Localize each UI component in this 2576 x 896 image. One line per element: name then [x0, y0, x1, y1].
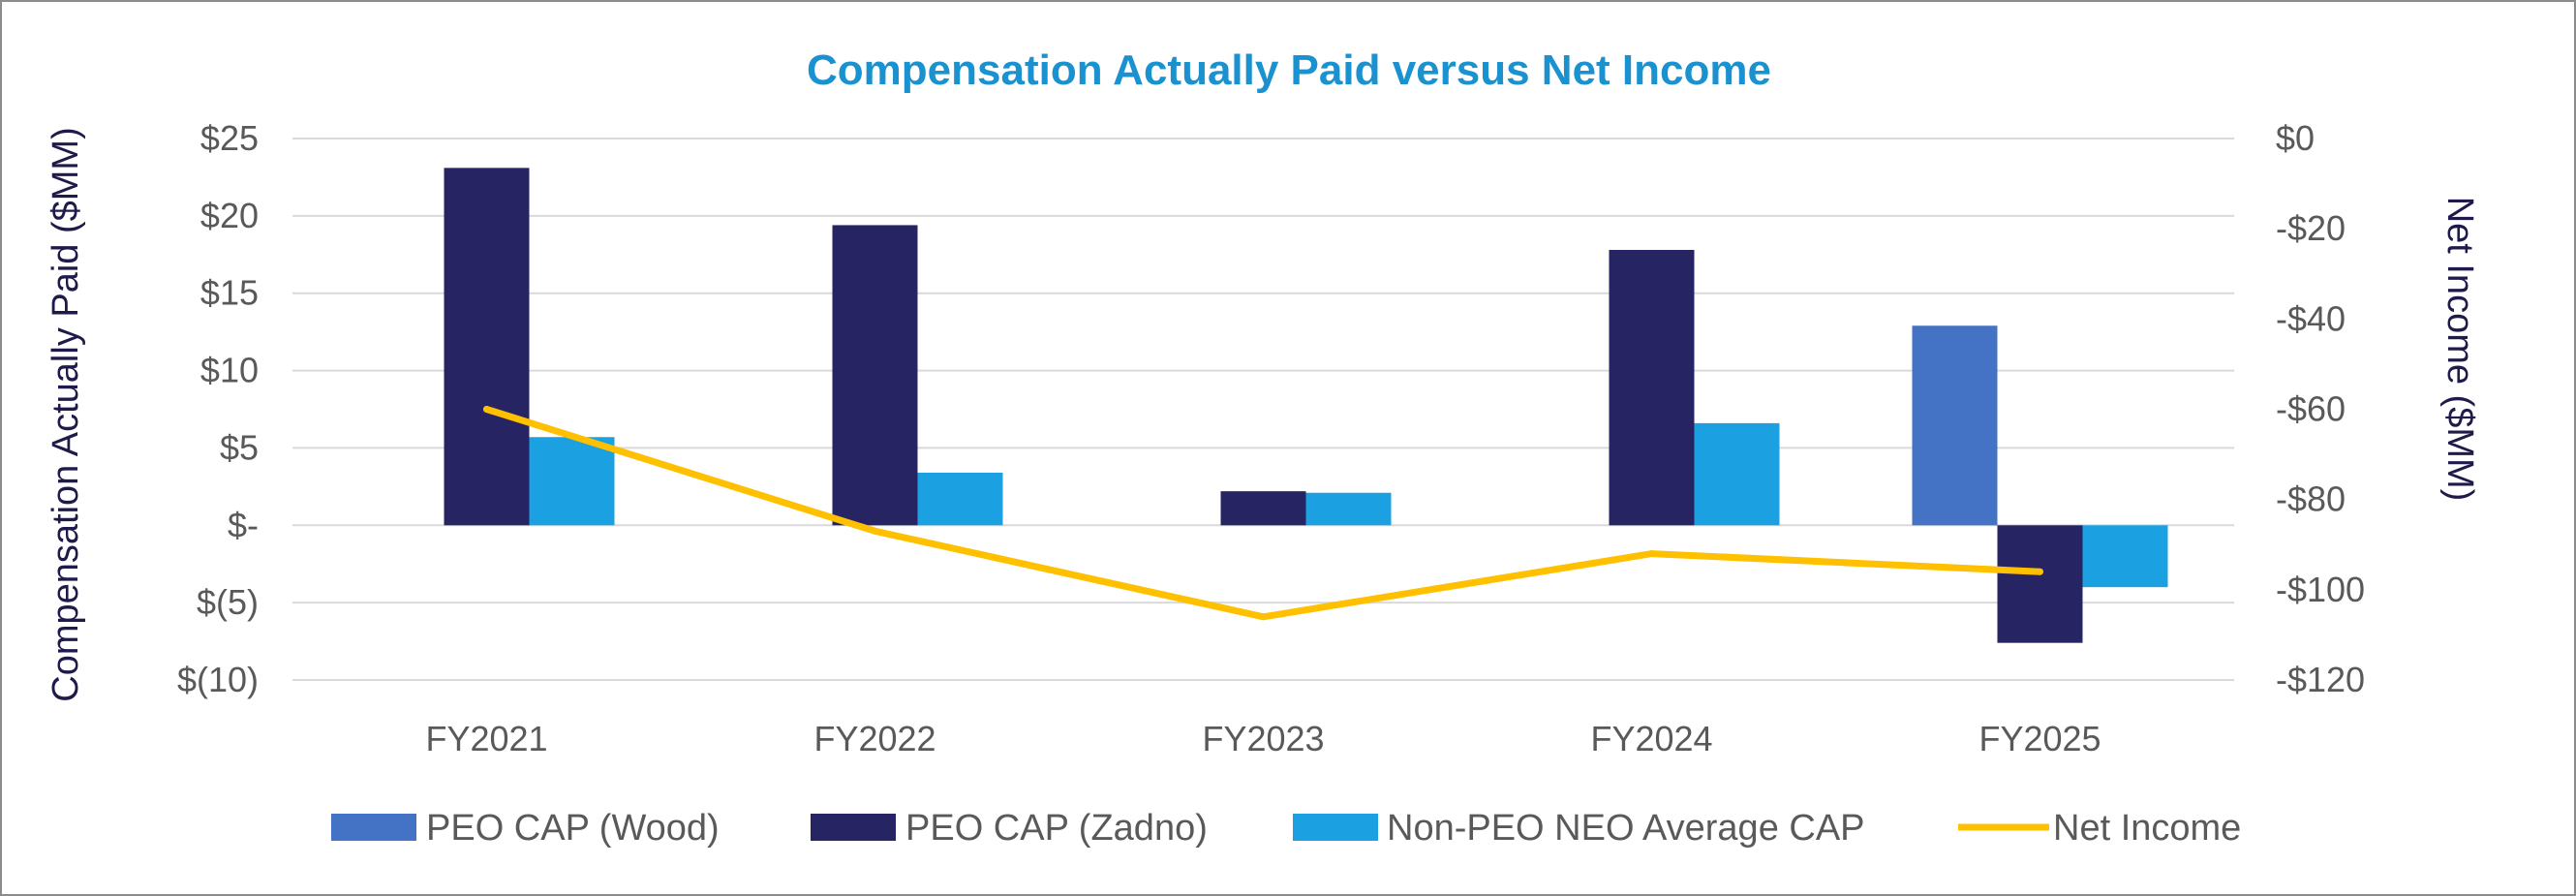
net-income-point: [872, 527, 878, 535]
category-label: FY2024: [1590, 719, 1712, 758]
right-axis-ticks: $0 -$20 -$40 -$60 -$80 -$100 -$120: [2276, 118, 2365, 699]
net-income-point: [1648, 550, 1655, 558]
left-tick-label: $20: [200, 196, 259, 235]
legend-label: Non-PEO NEO Average CAP: [1387, 808, 1865, 849]
chart-title: Compensation Actually Paid versus Net In…: [807, 46, 1771, 94]
bar-marks: [444, 168, 2168, 643]
bar-non-peo-neo-average-cap-fy2023: [1305, 492, 1392, 526]
legend-label: PEO CAP (Wood): [426, 808, 720, 849]
legend: PEO CAP (Wood) PEO CAP (Zadno) Non-PEO NEO…: [331, 808, 2241, 849]
category-label: FY2022: [813, 719, 935, 758]
category-label: FY2021: [425, 719, 547, 758]
left-tick-label: $10: [200, 351, 259, 390]
legend-swatch: [1293, 814, 1378, 841]
legend-label: Net Income: [2053, 808, 2241, 849]
left-axis-ticks: $25 $20 $15 $10 $5 $- $(5) $(10): [177, 118, 259, 699]
left-axis-title: Compensation Actually Paid ($MM): [46, 127, 86, 701]
bar-non-peo-neo-average-cap-fy2021: [529, 437, 615, 526]
bar-peo-cap-zadno-fy2025: [1997, 525, 2083, 643]
bar-peo-cap-zadno-fy2022: [832, 225, 918, 526]
right-tick-label: -$100: [2276, 570, 2365, 609]
line-marks: [483, 406, 2043, 621]
bar-non-peo-neo-average-cap-fy2025: [2082, 525, 2168, 588]
right-tick-label: -$40: [2276, 298, 2346, 338]
bar-non-peo-neo-average-cap-fy2022: [917, 472, 1003, 526]
bar-peo-cap-zadno-fy2024: [1609, 249, 1695, 526]
left-tick-label: $-: [228, 505, 259, 544]
bar-non-peo-neo-average-cap-fy2024: [1694, 422, 1780, 526]
left-tick-label: $5: [220, 427, 259, 467]
right-axis-title: Net Income ($MM): [2439, 197, 2480, 502]
net-income-point: [1260, 613, 1267, 621]
left-tick-label: $15: [200, 273, 259, 313]
right-tick-label: -$60: [2276, 389, 2346, 429]
category-label: FY2023: [1202, 719, 1324, 758]
bar-peo-cap-zadno-fy2023: [1220, 491, 1306, 526]
legend-label: PEO CAP (Zadno): [905, 808, 1208, 849]
net-income-point: [483, 406, 490, 413]
right-tick-label: $0: [2276, 118, 2315, 158]
category-label: FY2025: [1978, 719, 2101, 758]
left-tick-label: $(5): [197, 582, 259, 622]
left-tick-label: $25: [200, 118, 259, 158]
legend-swatch: [331, 814, 416, 841]
bar-peo-cap-wood-fy2025: [1912, 325, 1998, 526]
right-tick-label: -$80: [2276, 479, 2346, 519]
right-tick-label: -$120: [2276, 660, 2365, 699]
bar-peo-cap-zadno-fy2021: [444, 168, 530, 526]
right-tick-label: -$20: [2276, 208, 2346, 248]
legend-swatch: [811, 814, 896, 841]
left-tick-label: $(10): [177, 660, 259, 699]
net-income-point: [2037, 568, 2043, 575]
category-axis-labels: FY2021 FY2022 FY2023 FY2024 FY2025: [425, 719, 2101, 758]
